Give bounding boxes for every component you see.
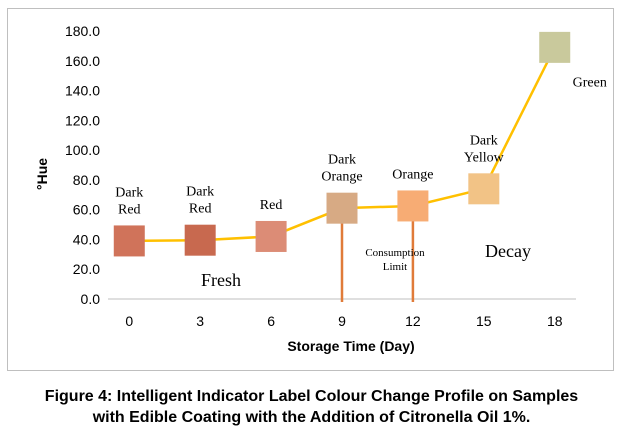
point-color-label: Red <box>189 202 212 217</box>
data-point-marker <box>113 225 145 257</box>
fresh-annotation: Fresh <box>201 270 241 290</box>
data-point-marker <box>326 192 358 224</box>
consumption-limit-line2: Limit <box>383 261 407 273</box>
y-tick-label: 160.0 <box>65 53 100 69</box>
x-tick-label: 3 <box>196 313 204 329</box>
caption-line-2: with Edible Coating with the Addition of… <box>92 409 531 426</box>
y-tick-label: 60.0 <box>73 202 100 218</box>
point-color-label: Red <box>118 202 141 217</box>
chart-frame: 0.0 20.0 40.0 60.0 80.0 100.0 120.0 140.0 160.0 1… <box>7 8 614 371</box>
data-point-marker <box>539 31 571 63</box>
point-color-label: Dark <box>328 153 356 168</box>
x-tick-label: 9 <box>338 313 346 329</box>
x-tick-label: 18 <box>547 313 563 329</box>
data-point-marker <box>184 224 216 256</box>
point-color-label: Orange <box>321 170 362 185</box>
consumption-limit-line1: Consumption <box>365 247 425 259</box>
x-tick-label: 6 <box>267 313 275 329</box>
x-tick-label: 12 <box>405 313 421 329</box>
point-color-label: Yellow <box>464 150 505 165</box>
y-tick-label: 180.0 <box>65 23 100 39</box>
x-axis-title: Storage Time (Day) <box>287 338 414 354</box>
y-tick-label: 100.0 <box>65 142 100 158</box>
y-tick-label: 140.0 <box>65 83 100 99</box>
point-color-label: Dark <box>115 185 143 200</box>
data-point-marker <box>255 220 287 252</box>
point-color-label: Dark <box>186 185 214 200</box>
data-point-marker <box>397 190 429 222</box>
point-color-label: Orange <box>392 167 433 182</box>
y-tick-label: 80.0 <box>73 172 100 188</box>
point-color-label: Dark <box>470 133 498 148</box>
hue-line-chart: 0.0 20.0 40.0 60.0 80.0 100.0 120.0 140.0 160.0 1… <box>34 23 607 354</box>
caption-line-1: Figure 4: Intelligent Indicator Label Co… <box>44 388 579 405</box>
chart-ticks: 0.0 20.0 40.0 60.0 80.0 100.0 120.0 140.0 160.0 1… <box>65 23 563 329</box>
y-axis-title: °Hue <box>34 158 50 190</box>
y-tick-label: 120.0 <box>65 112 100 128</box>
figure-caption: Figure 4: Intelligent Indicator Label Co… <box>0 386 623 428</box>
chart-points <box>113 31 571 257</box>
point-color-label: Red <box>260 198 283 213</box>
y-tick-label: 40.0 <box>73 231 100 247</box>
decay-annotation: Decay <box>485 241 531 261</box>
x-tick-label: 0 <box>125 313 133 329</box>
data-point-marker <box>468 173 500 205</box>
x-tick-label: 15 <box>476 313 492 329</box>
y-tick-label: 0.0 <box>81 291 101 307</box>
chart-point-labels: Dark Red Dark Red Red Dark Orange Orange Dark Yel… <box>115 75 607 217</box>
point-color-label: Green <box>573 75 607 90</box>
y-tick-label: 20.0 <box>73 261 100 277</box>
